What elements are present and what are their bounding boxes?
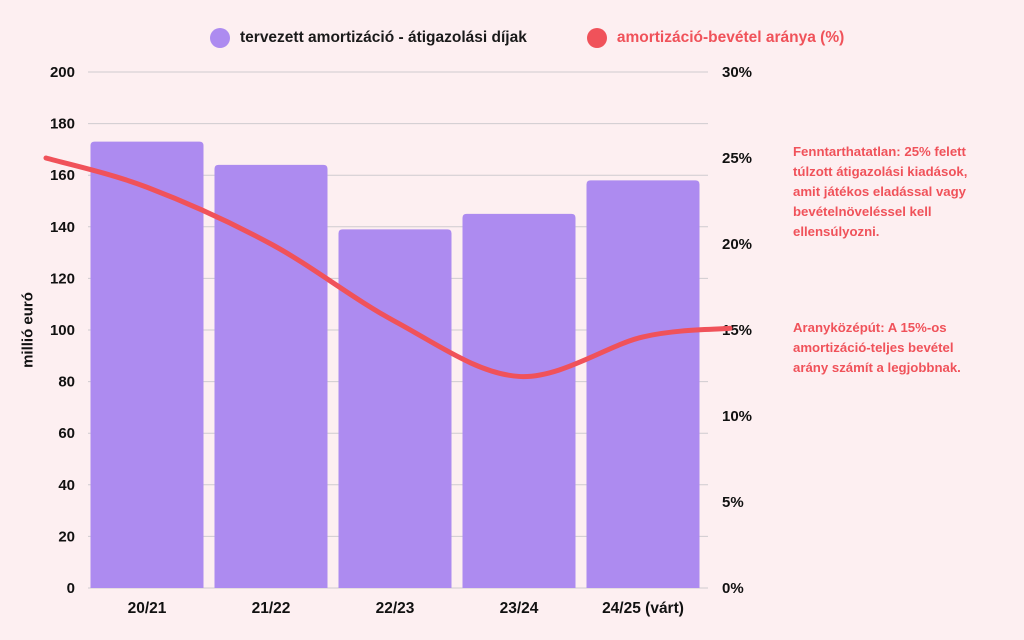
bar: [586, 180, 700, 589]
y-tick-label: 200: [50, 64, 75, 81]
legend-bars-swatch: [210, 28, 230, 48]
x-tick-label: 20/21: [128, 600, 167, 617]
y-tick-label: 160: [50, 167, 75, 184]
y-tick-label: 140: [50, 219, 75, 236]
y-tick-label: 80: [58, 374, 75, 391]
bar: [338, 229, 452, 588]
legend: tervezett amortizáció - átigazolási díja…: [210, 28, 844, 48]
x-tick-label: 23/24: [500, 600, 539, 617]
y2-tick-label: 20%: [722, 236, 752, 253]
y-tick-label: 180: [50, 116, 75, 133]
y-tick-label: 0: [67, 580, 75, 597]
y-tick-label: 100: [50, 322, 75, 339]
y2-tick-label: 10%: [722, 408, 752, 425]
y-tick-label: 20: [58, 528, 75, 545]
y2-tick-label: 30%: [722, 64, 752, 81]
legend-bars-label: tervezett amortizáció - átigazolási díja…: [240, 29, 527, 46]
legend-item-bars: tervezett amortizáció - átigazolási díja…: [210, 28, 587, 48]
y2-tick-label: 5%: [722, 494, 744, 511]
bar: [462, 213, 576, 588]
y2-tick-label: 0%: [722, 580, 744, 597]
y-tick-label: 60: [58, 425, 75, 442]
y-tick-label: 40: [58, 477, 75, 494]
x-tick-label: 24/25 (várt): [602, 600, 684, 617]
annotation-golden-mean: Aranyközépút: A 15%-os amortizáció-telje…: [793, 320, 961, 375]
y2-tick-label: 25%: [722, 150, 752, 167]
legend-line-label: amortizáció-bevétel aránya (%): [616, 29, 845, 46]
bar: [214, 164, 328, 588]
annotation-unsustainable: Fenntarthatatlan: 25% felett túlzott áti…: [793, 144, 968, 239]
x-tick-label: 22/23: [376, 600, 415, 617]
y-tick-label: 120: [50, 270, 75, 287]
x-tick-label: 21/22: [252, 600, 291, 617]
legend-line-swatch: [586, 28, 607, 48]
legend-item-line: amortizáció-bevétel aránya (%): [586, 28, 845, 48]
bar: [90, 141, 204, 588]
ratio-line: [43, 155, 733, 379]
